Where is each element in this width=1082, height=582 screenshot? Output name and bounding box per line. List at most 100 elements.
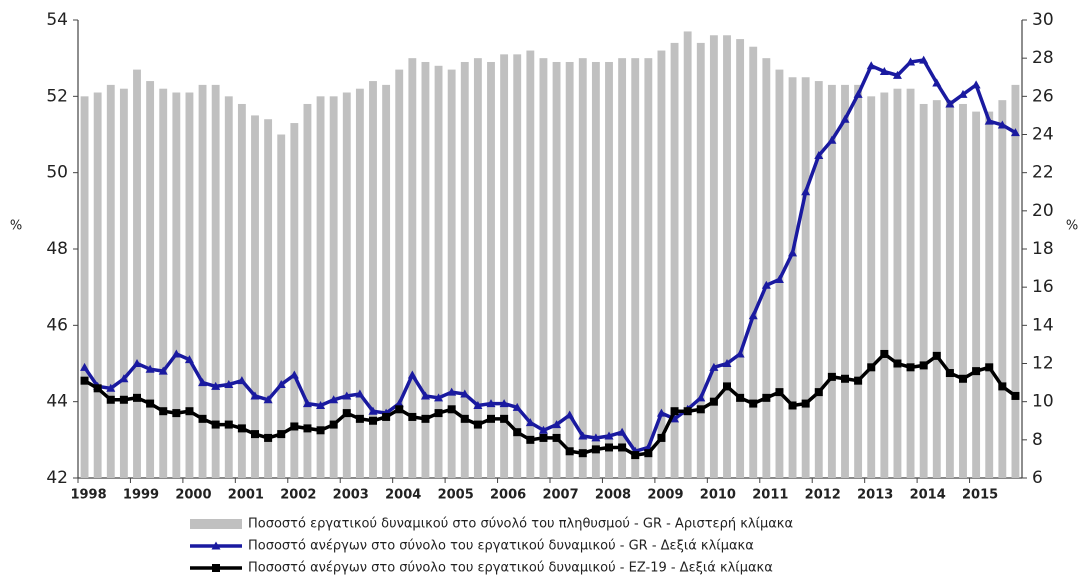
point (656, 408, 666, 417)
point (788, 401, 797, 410)
point (224, 379, 234, 388)
x-tick-label: 2000 (175, 488, 211, 503)
point (788, 248, 798, 257)
point (251, 430, 259, 439)
point (972, 367, 981, 376)
bar (264, 119, 273, 478)
bar (959, 103, 967, 478)
y2-tick-label: 16 (1032, 277, 1054, 297)
line (83, 58, 1017, 454)
x-tick-label: 2012 (805, 488, 841, 503)
bar (146, 81, 155, 479)
bar (736, 39, 745, 478)
point (591, 445, 600, 454)
bar (814, 81, 823, 479)
point (407, 370, 417, 379)
point (971, 80, 981, 89)
x-tick-label: 2007 (542, 488, 578, 503)
point (998, 382, 1007, 391)
bar (696, 42, 705, 479)
point (814, 150, 824, 159)
point (552, 433, 561, 442)
point (618, 443, 627, 452)
bar (277, 134, 286, 478)
legend-marker (212, 564, 220, 572)
bar (185, 92, 194, 479)
y2-tick-label: 22 (1032, 163, 1054, 183)
point (657, 433, 666, 442)
bar (565, 61, 574, 478)
point (735, 349, 745, 358)
bar (119, 88, 128, 478)
point (146, 399, 155, 408)
point (748, 311, 758, 320)
point (473, 400, 483, 409)
point (801, 187, 811, 196)
point (473, 420, 482, 429)
point (171, 349, 181, 358)
point (512, 402, 522, 411)
bar (355, 88, 364, 478)
point (723, 382, 731, 391)
y-tick-label: 52 (46, 86, 68, 106)
bar (723, 35, 731, 479)
point (578, 449, 587, 458)
point (696, 393, 706, 402)
legend-label: Ποσοστό ανέργων στο σύνολο του εργατικού… (248, 539, 754, 554)
bar (683, 31, 692, 478)
x-tick-label: 2015 (962, 488, 998, 503)
point (985, 363, 994, 372)
bar (644, 58, 653, 479)
point (355, 414, 364, 423)
x-tick-label: 2003 (333, 488, 369, 503)
point (801, 399, 810, 408)
point (447, 387, 457, 396)
y2-tick-label: 10 (1032, 392, 1054, 412)
point (867, 363, 876, 372)
bar (788, 77, 797, 478)
point (840, 114, 850, 123)
y2-axis-label: % (1066, 219, 1078, 234)
bar (932, 100, 941, 479)
x-tick-label: 2009 (647, 488, 683, 503)
x-tick-label: 1998 (70, 488, 106, 503)
bar (329, 96, 338, 478)
bar (985, 111, 994, 478)
point (906, 57, 916, 66)
point (172, 409, 181, 418)
point (709, 362, 719, 371)
bar (827, 84, 836, 478)
point (119, 395, 128, 404)
point (106, 395, 115, 404)
point (513, 428, 522, 437)
x-tick-label: 2008 (595, 488, 631, 503)
bar (290, 123, 299, 479)
point (761, 280, 771, 289)
point (93, 384, 102, 393)
point (434, 409, 443, 418)
point (997, 120, 1007, 129)
point (237, 376, 247, 385)
y-tick-label: 50 (46, 163, 68, 183)
point (460, 414, 469, 423)
point (342, 409, 351, 418)
bar (631, 58, 640, 479)
x-tick-label: 2013 (857, 488, 893, 503)
point (369, 416, 377, 425)
point (250, 391, 260, 400)
point (316, 426, 325, 435)
bar (841, 84, 849, 478)
point (185, 407, 194, 416)
point (329, 420, 338, 429)
bar (513, 54, 522, 478)
point (159, 407, 168, 416)
legend-marker (211, 541, 221, 550)
bar (159, 88, 168, 478)
bar (106, 84, 115, 478)
bar (618, 58, 627, 479)
y2-tick-label: 6 (1032, 468, 1043, 488)
bar (224, 96, 233, 478)
y2-tick-label: 8 (1032, 430, 1043, 450)
point (132, 359, 142, 367)
x-tick-label: 2004 (385, 488, 421, 503)
